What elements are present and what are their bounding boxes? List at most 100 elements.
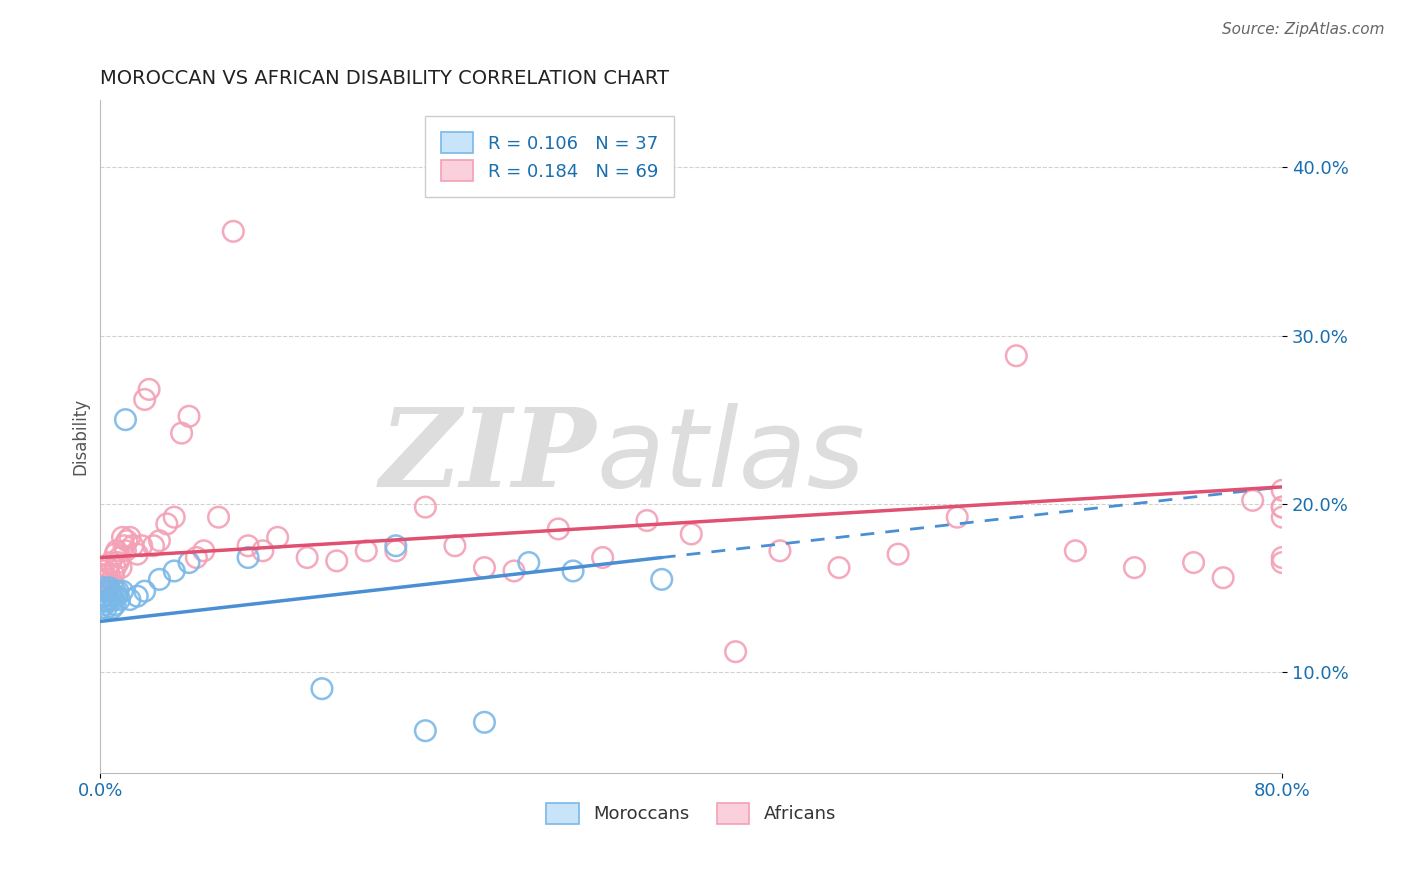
Point [385, 543, 408, 558]
Point [104, 598, 127, 612]
Point [236, 550, 259, 565]
Point [107, 584, 129, 599]
Point [562, 564, 585, 578]
Point [156, 516, 179, 531]
Point [94, 598, 117, 612]
Point [1271, 556, 1294, 570]
Point [114, 543, 136, 558]
Point [295, 550, 318, 565]
Point [325, 554, 347, 568]
Point [769, 543, 792, 558]
Point [112, 539, 135, 553]
Point [681, 527, 703, 541]
Point [104, 584, 127, 599]
Point [170, 426, 193, 441]
Point [127, 589, 149, 603]
Point [946, 510, 969, 524]
Point [1064, 543, 1087, 558]
Point [517, 556, 540, 570]
Text: Source: ZipAtlas.com: Source: ZipAtlas.com [1222, 22, 1385, 37]
Point [105, 589, 128, 603]
Point [101, 589, 124, 603]
Point [134, 392, 156, 407]
Point [163, 510, 186, 524]
Point [100, 584, 122, 599]
Point [474, 715, 496, 730]
Point [222, 224, 245, 238]
Point [592, 550, 614, 565]
Point [134, 584, 156, 599]
Point [103, 567, 125, 582]
Point [651, 573, 673, 587]
Point [98, 567, 121, 582]
Point [148, 533, 170, 548]
Point [121, 539, 143, 553]
Y-axis label: Disability: Disability [72, 398, 89, 475]
Point [385, 539, 408, 553]
Point [115, 533, 138, 548]
Point [97, 594, 120, 608]
Point [311, 681, 333, 696]
Point [1271, 500, 1294, 514]
Point [111, 530, 134, 544]
Point [131, 539, 153, 553]
Point [236, 539, 259, 553]
Point [1271, 500, 1294, 514]
Point [97, 584, 120, 599]
Point [415, 723, 437, 738]
Point [547, 522, 569, 536]
Point [636, 514, 658, 528]
Point [193, 543, 215, 558]
Point [91, 581, 114, 595]
Point [887, 547, 910, 561]
Point [111, 584, 134, 599]
Point [107, 556, 129, 570]
Legend: Moroccans, Africans: Moroccans, Africans [540, 796, 844, 831]
Point [90, 601, 112, 615]
Point [114, 412, 136, 426]
Text: ZIP: ZIP [380, 403, 596, 510]
Point [1182, 556, 1205, 570]
Point [1271, 550, 1294, 565]
Point [91, 564, 114, 578]
Point [474, 560, 496, 574]
Point [724, 645, 747, 659]
Point [90, 573, 112, 587]
Point [98, 592, 121, 607]
Point [94, 567, 117, 582]
Point [104, 547, 127, 561]
Point [96, 589, 118, 603]
Point [110, 560, 132, 574]
Point [828, 560, 851, 574]
Point [148, 573, 170, 587]
Point [118, 592, 141, 607]
Point [108, 592, 131, 607]
Point [127, 547, 149, 561]
Point [90, 584, 112, 599]
Point [186, 550, 208, 565]
Point [94, 584, 117, 599]
Point [138, 383, 160, 397]
Point [118, 530, 141, 544]
Point [96, 601, 118, 615]
Point [97, 560, 120, 574]
Point [177, 409, 200, 424]
Point [503, 564, 526, 578]
Point [356, 543, 378, 558]
Point [1123, 560, 1146, 574]
Text: MOROCCAN VS AFRICAN DISABILITY CORRELATION CHART: MOROCCAN VS AFRICAN DISABILITY CORRELATI… [100, 69, 669, 87]
Point [1271, 483, 1294, 498]
Point [103, 592, 125, 607]
Point [100, 556, 122, 570]
Point [96, 577, 118, 591]
Point [1005, 349, 1028, 363]
Point [101, 601, 124, 615]
Text: atlas: atlas [596, 403, 865, 510]
Point [415, 500, 437, 514]
Point [266, 530, 288, 544]
Point [105, 543, 128, 558]
Point [104, 560, 127, 574]
Point [163, 564, 186, 578]
Point [108, 550, 131, 565]
Point [90, 589, 112, 603]
